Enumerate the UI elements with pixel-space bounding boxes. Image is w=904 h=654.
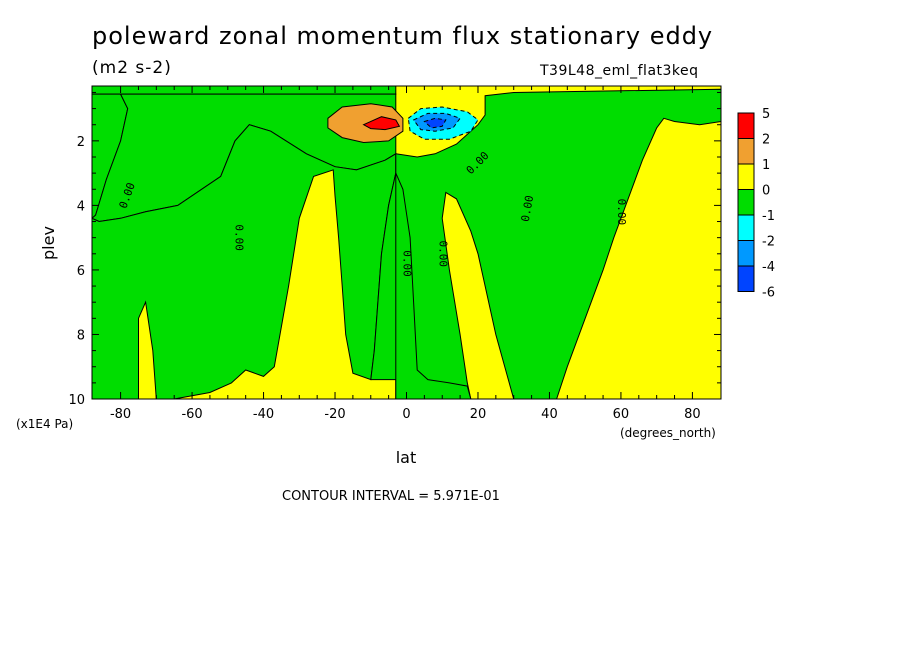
color-legend: 5 2 1 0 -1 -2 -4 -6	[737, 107, 775, 301]
x-axis-units: (degrees_north)	[620, 426, 716, 440]
legend-label: -4	[762, 260, 775, 275]
legend-swatch	[737, 163, 755, 190]
legend-label: -2	[762, 235, 775, 250]
x-tick-label: 20	[470, 407, 487, 422]
legend-swatch	[737, 189, 755, 216]
x-tick-label: 60	[613, 407, 630, 422]
run-id: T39L48_eml_flat3keq	[540, 63, 699, 79]
legend-label: 2	[762, 133, 770, 148]
x-tick-label: -60	[181, 407, 202, 422]
contour-label-5: 0.00	[519, 194, 536, 222]
filled-contours	[92, 86, 721, 399]
contour-region-11	[423, 117, 447, 129]
x-tick-label: 0	[402, 407, 410, 422]
y-axis-title: plev	[39, 226, 58, 260]
contour-region-6	[395, 172, 472, 399]
contour-region-1	[92, 86, 397, 95]
legend-swatch	[737, 214, 755, 241]
legend-swatch	[737, 138, 755, 165]
y-axis: 2 4 6 8 10	[68, 91, 721, 408]
x-tick-label: 40	[541, 407, 558, 422]
x-tick-label: -20	[324, 407, 345, 422]
legend-swatch	[737, 265, 755, 292]
legend-label: 0	[762, 184, 770, 199]
y-axis-units: (x1E4 Pa)	[16, 417, 73, 431]
contour-interval: CONTOUR INTERVAL = 5.971E-01	[282, 489, 500, 504]
y-tick-label: 2	[77, 135, 85, 150]
chart-units: (m2 s-2)	[92, 58, 172, 78]
legend-label: 1	[762, 158, 770, 173]
y-tick-label: 8	[77, 328, 85, 343]
legend-swatch	[737, 112, 755, 139]
contour-label-3: 0.00	[436, 241, 449, 268]
legend-label: -1	[762, 209, 775, 224]
contour-region-7	[327, 103, 404, 144]
x-tick-label: 80	[684, 407, 701, 422]
x-axis: -80 -60 -40 -20 0 20 40 60 80	[110, 86, 701, 422]
legend-label: 5	[762, 107, 770, 122]
contour-region-8	[362, 116, 401, 131]
y-tick-label: 6	[77, 264, 85, 279]
y-tick-label: 10	[68, 393, 85, 408]
contour-region-4	[92, 124, 397, 399]
legend-label: -6	[762, 286, 775, 301]
chart-title: poleward zonal momentum flux stationary …	[92, 22, 714, 50]
contour-label-2: 0.00	[401, 250, 414, 277]
x-tick-label: -80	[110, 407, 131, 422]
x-axis-title: lat	[396, 448, 417, 467]
y-tick-label: 4	[77, 199, 85, 214]
contour-label-1: 0.00	[233, 224, 246, 251]
x-tick-label: -40	[253, 407, 274, 422]
contour-region-5	[370, 88, 721, 399]
contour-label-6: 0.00	[615, 199, 628, 226]
legend-swatch	[737, 240, 755, 267]
